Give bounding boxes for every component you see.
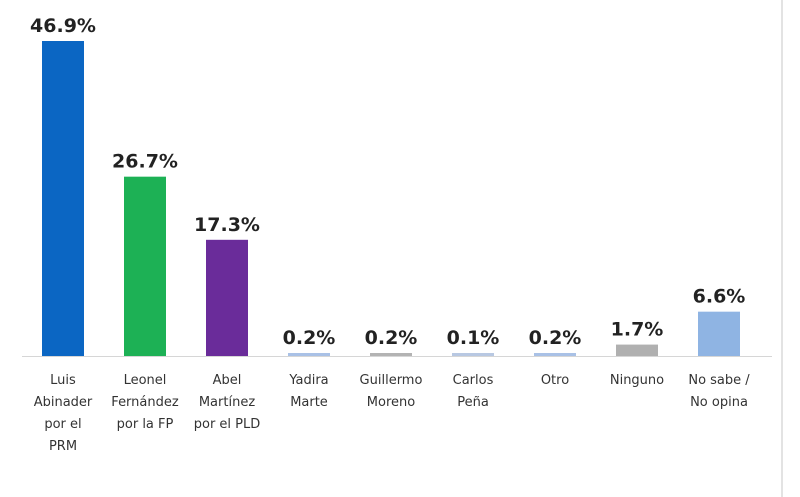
category-tick-label: Ninguno xyxy=(610,373,664,388)
category-label-line: Peña xyxy=(457,395,489,410)
category-label-line: Fernández xyxy=(111,395,179,410)
category-label-line: No sabe / xyxy=(688,373,750,388)
category-label-line: Marte xyxy=(290,395,328,410)
category-tick-label: Carlos Peña xyxy=(453,373,494,410)
bar xyxy=(698,311,740,356)
bar-value-label: 0.2% xyxy=(529,327,582,349)
panel-divider xyxy=(781,0,783,497)
category-label-line: por la FP xyxy=(117,417,174,432)
bar-value-label: 0.2% xyxy=(365,327,418,349)
category-label-line: por el xyxy=(44,417,81,432)
category-label-line: por el PLD xyxy=(194,417,261,432)
category-label-line: PRM xyxy=(49,439,77,454)
bar xyxy=(616,344,658,356)
category-label-line: No opina xyxy=(690,395,748,410)
category-tick-label: Yadira Marte xyxy=(288,373,328,410)
category-tick-label: Guillermo Moreno xyxy=(360,373,423,410)
bar xyxy=(452,353,494,356)
bar-value-label: 1.7% xyxy=(611,319,664,341)
bar-value-label: 26.7% xyxy=(112,151,178,173)
bar xyxy=(288,353,330,356)
category-tick-label: Otro xyxy=(541,373,569,388)
category-tick-label: Luis Abinader por el PRM xyxy=(34,373,93,454)
bar-value-label: 0.1% xyxy=(447,327,500,349)
category-label-line: Ninguno xyxy=(610,373,664,388)
category-label-line: Moreno xyxy=(367,395,415,410)
bar xyxy=(370,353,412,356)
bar xyxy=(42,41,84,356)
bar-value-label: 17.3% xyxy=(194,214,260,236)
category-label-line: Luis xyxy=(50,373,76,388)
category-label-line: Guillermo xyxy=(360,373,423,388)
category-label-line: Leonel xyxy=(124,373,167,388)
category-label-line: Otro xyxy=(541,373,569,388)
bar-value-label: 6.6% xyxy=(693,286,746,308)
category-tick-label: Abel Martínez por el PLD xyxy=(194,373,261,432)
category-label-line: Abinader xyxy=(34,395,93,410)
category-tick-label: Leonel Fernández por la FP xyxy=(111,373,179,432)
bar xyxy=(124,176,166,356)
bar-value-label: 0.2% xyxy=(283,327,336,349)
category-tick-label: No sabe / No opina xyxy=(688,373,750,410)
bar xyxy=(534,353,576,356)
category-label-line: Carlos xyxy=(453,373,494,388)
category-label-line: Martínez xyxy=(199,395,255,410)
category-label-line: Abel xyxy=(213,373,242,388)
bar xyxy=(206,239,248,356)
bar-value-label: 46.9% xyxy=(30,15,96,37)
category-label-line: Yadira xyxy=(288,373,328,388)
